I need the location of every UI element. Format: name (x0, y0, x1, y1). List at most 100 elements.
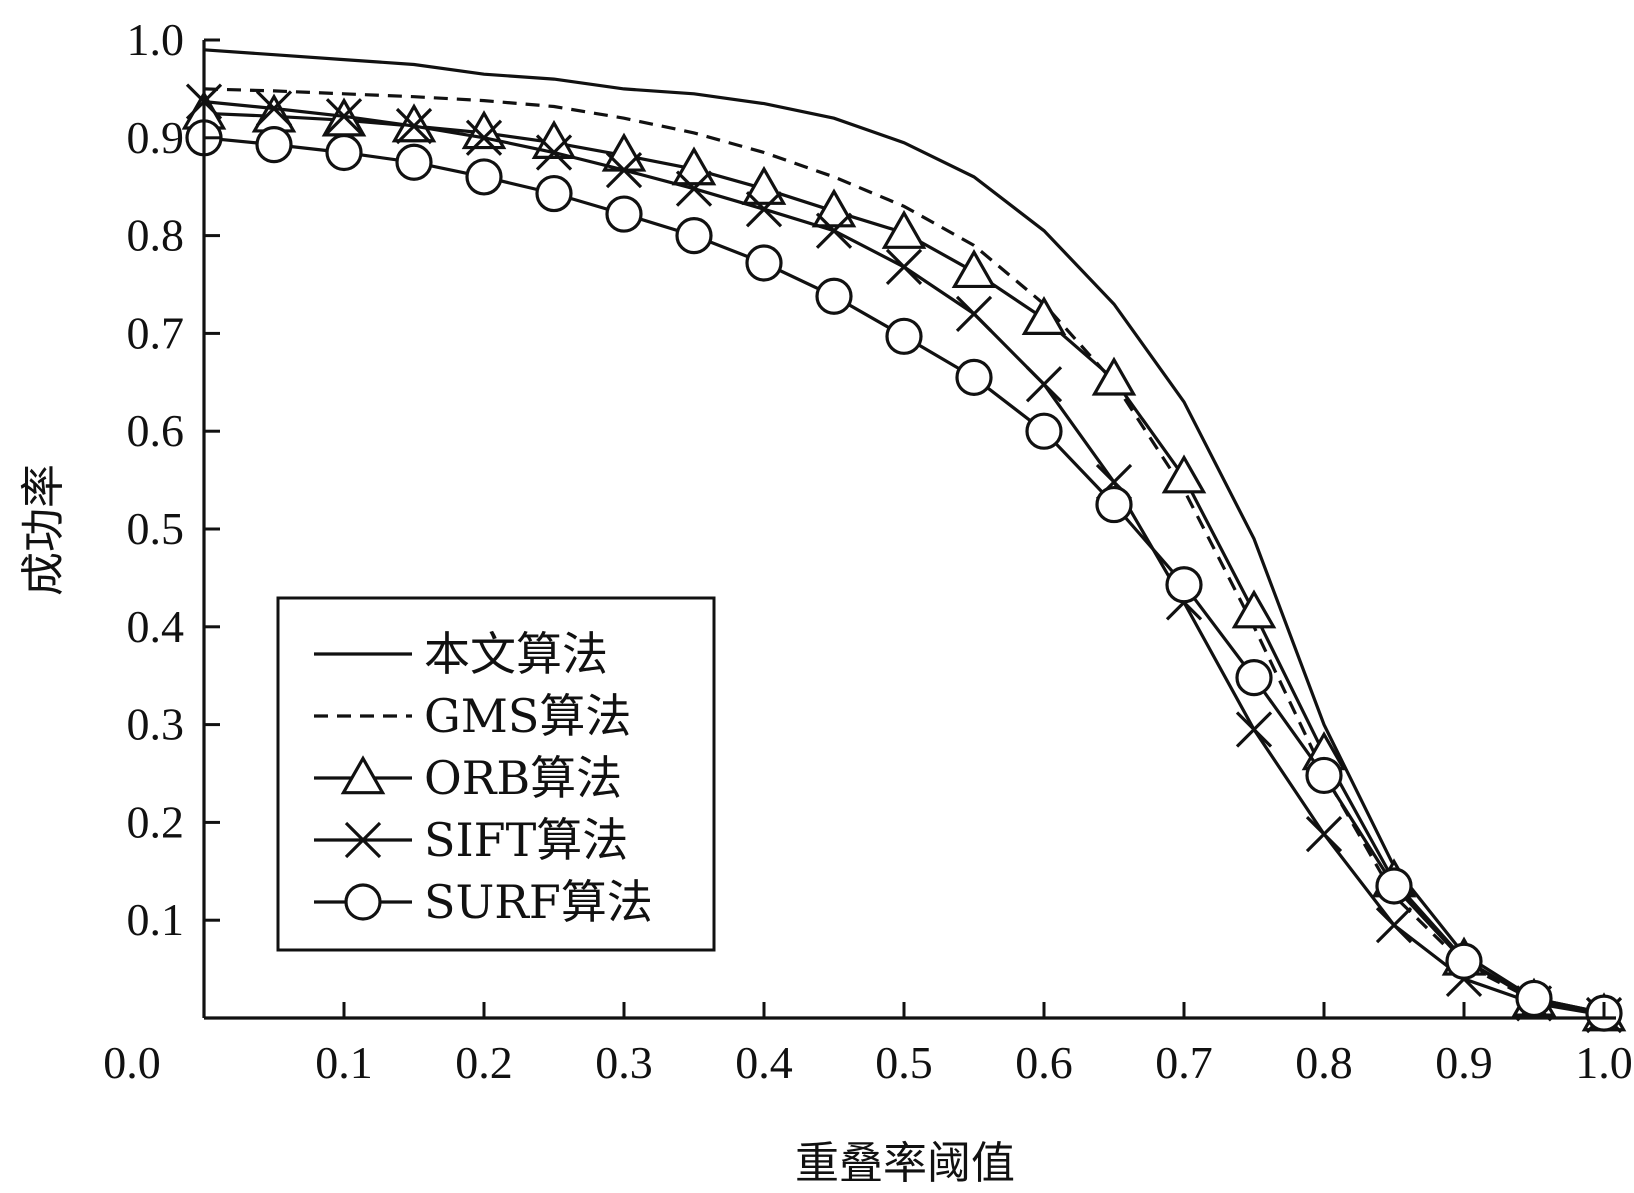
circle-marker (885, 317, 923, 355)
triangle-marker (1021, 295, 1067, 335)
y-tick-label: 0.9 (127, 112, 185, 163)
triangle-marker (340, 755, 386, 795)
circle-marker (535, 174, 573, 213)
triangle-marker (1091, 356, 1137, 396)
x-marker (675, 170, 713, 207)
circle-marker (1025, 412, 1063, 450)
y-tick-label: 0.1 (127, 894, 185, 945)
x-marker-stroke (605, 151, 643, 189)
plot-area (181, 48, 1627, 1034)
circle-marker (1515, 979, 1553, 1018)
x-marker (535, 134, 573, 171)
circle-marker (815, 277, 853, 315)
x-tick-label: 0.8 (1295, 1037, 1353, 1088)
circle-marker (1445, 942, 1483, 980)
x-marker (255, 90, 293, 127)
x-marker (1025, 366, 1063, 403)
triangle-marker (1161, 454, 1207, 494)
x-marker-stroke (885, 248, 923, 286)
series-line (203, 87, 1605, 1016)
x-tick-label: 0.0 (103, 1037, 161, 1088)
circle-marker (745, 244, 783, 282)
circle-marker (605, 195, 643, 233)
x-tick-label: 0.3 (595, 1037, 653, 1088)
y-axis-title: 成功率 (18, 464, 69, 596)
x-marker-stroke (1025, 366, 1063, 403)
x-marker (1305, 816, 1343, 853)
circle-marker (675, 217, 713, 255)
x-marker (605, 151, 643, 189)
x-marker-stroke (745, 191, 783, 228)
circle-marker (465, 158, 503, 196)
legend-label: GMS算法 (424, 689, 631, 743)
circle-marker (955, 358, 993, 397)
x-marker (955, 295, 993, 332)
triangle-marker (251, 93, 297, 133)
circle-marker (1165, 566, 1203, 604)
x-tick-label: 0.4 (735, 1037, 793, 1088)
x-marker (745, 191, 783, 228)
x-marker-stroke (465, 119, 503, 156)
x-tick-label: 1.0 (1575, 1037, 1633, 1088)
x-marker-stroke (1305, 816, 1343, 853)
x-marker-stroke (1375, 906, 1413, 944)
triangle-marker (741, 165, 787, 205)
triangle-marker (951, 249, 997, 289)
y-tick-label: 0.8 (127, 210, 185, 261)
x-tick-label: 0.7 (1155, 1037, 1213, 1088)
x-marker-stroke (675, 170, 713, 207)
triangle-marker (811, 188, 857, 228)
y-tick-label: 0.3 (127, 699, 185, 750)
circle-marker (325, 133, 363, 172)
series-1 (203, 48, 1605, 1015)
x-marker (344, 821, 382, 859)
circle-marker (395, 143, 433, 181)
legend-label: SURF算法 (424, 875, 653, 929)
x-tick-label: 0.5 (875, 1037, 933, 1088)
tick-labels: 0.1 0.2 0.3 0.4 0.5 0.6 0.7 0.8 0.9 1.0 0.0 0.1 0.2 0… (103, 14, 1633, 1088)
x-marker (815, 212, 853, 249)
axes (202, 38, 1616, 1020)
circle-marker (1305, 756, 1343, 795)
legend-label: ORB算法 (424, 751, 622, 805)
legend: 本文算法 GMS算法 ORB算法 SIFT算法 SURF算法 (276, 596, 716, 952)
series-5 (185, 119, 1623, 1032)
x-marker (885, 248, 923, 286)
x-marker-stroke (344, 821, 382, 859)
x-marker-stroke (815, 212, 853, 249)
triangle-marker (671, 146, 717, 186)
x-marker (325, 98, 363, 135)
x-axis-title: 重叠率阈值 (795, 1138, 1015, 1189)
x-marker-stroke (255, 90, 293, 127)
circle-marker (255, 126, 293, 164)
x-marker-stroke (395, 107, 433, 145)
x-tick-label: 0.6 (1015, 1037, 1073, 1088)
x-marker-stroke (325, 98, 363, 135)
y-tick-label: 0.4 (127, 601, 185, 652)
x-marker (395, 107, 433, 145)
y-tick-label: 0.6 (127, 405, 185, 456)
x-marker-stroke (955, 295, 993, 332)
triangle-marker (531, 119, 577, 159)
x-marker (1235, 711, 1273, 748)
legend-label: 本文算法 (424, 627, 608, 681)
circle-marker (344, 883, 382, 921)
x-tick-label: 0.1 (315, 1037, 373, 1088)
x-tick-label: 0.2 (455, 1037, 513, 1088)
y-tick-label: 1.0 (127, 14, 185, 65)
circle-marker (1235, 659, 1273, 697)
circle-marker (1375, 867, 1413, 905)
circle-marker (1095, 485, 1133, 524)
series-2 (203, 87, 1605, 1016)
legend-label: SIFT算法 (424, 813, 628, 867)
x-marker-stroke (1235, 711, 1273, 748)
series-line (203, 48, 1605, 1015)
triangle-marker (1231, 589, 1277, 629)
x-marker-stroke (535, 134, 573, 171)
x-tick-label: 0.9 (1435, 1037, 1493, 1088)
triangle-marker (881, 209, 927, 249)
x-marker (465, 119, 503, 156)
y-tick-label: 0.2 (127, 796, 185, 847)
y-tick-label: 0.7 (127, 307, 185, 358)
